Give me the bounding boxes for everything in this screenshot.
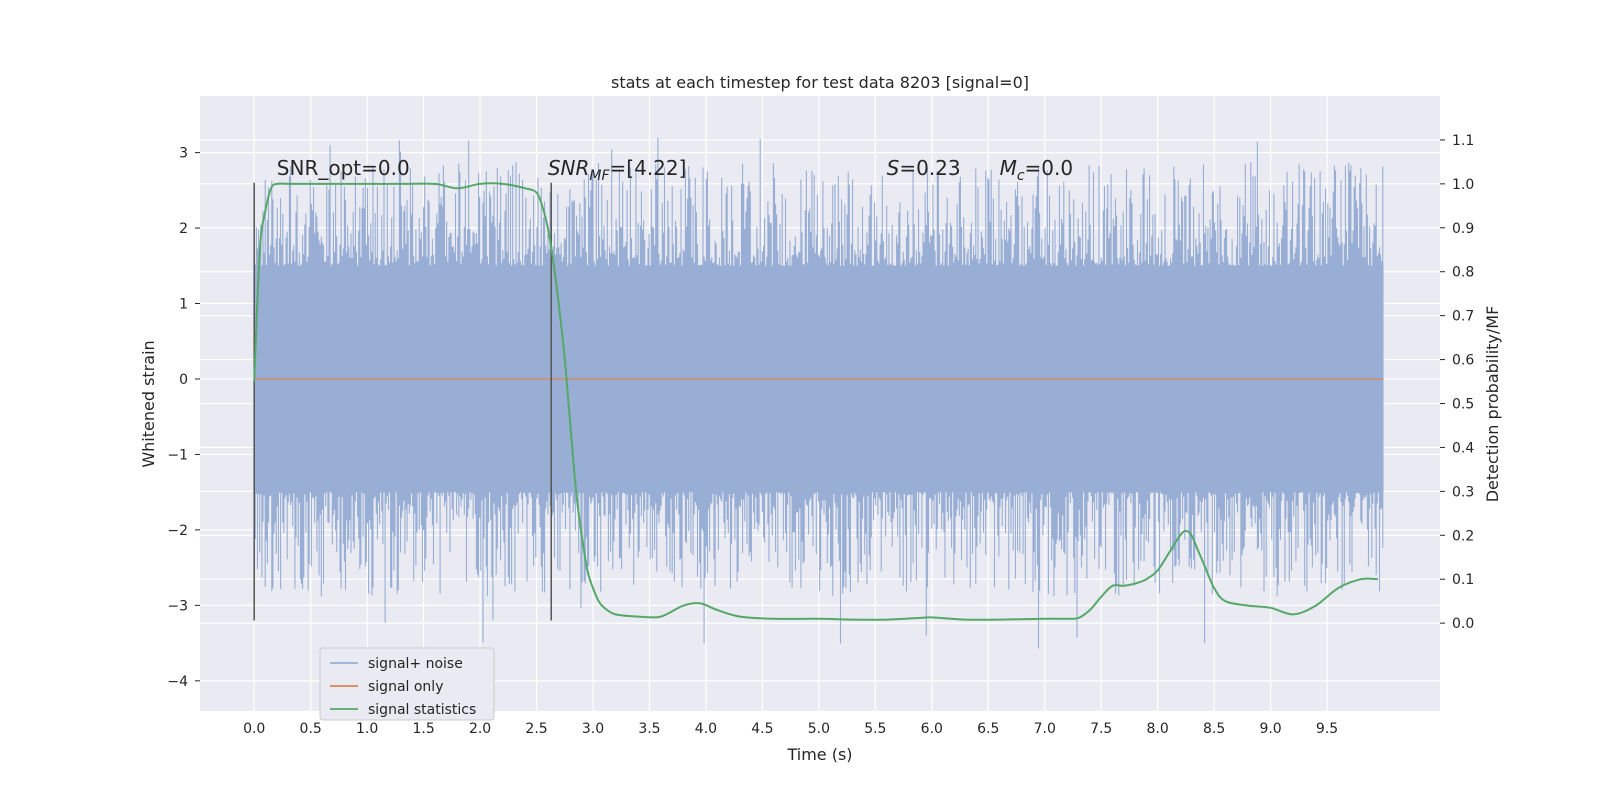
y2-tick-label: 0.5 xyxy=(1452,397,1474,413)
y2-tick-label: 0.6 xyxy=(1452,353,1474,369)
y2-tick-label: 0.8 xyxy=(1452,265,1474,281)
y2-tick-label: 0.7 xyxy=(1452,309,1474,325)
x-tick-label: 4.0 xyxy=(695,721,717,737)
y2-axis-label: Detection probability/MF xyxy=(1483,306,1502,503)
x-tick-label: 6.0 xyxy=(921,721,943,737)
statistics-layer xyxy=(253,182,1378,621)
y-tick-label: 1 xyxy=(179,297,188,313)
annotation-1: SNRMF=[4.22] xyxy=(548,156,687,184)
y2-tick-label: 0.2 xyxy=(1452,528,1474,544)
legend-label-signal: signal only xyxy=(368,679,443,695)
x-tick-label: 2.5 xyxy=(525,721,547,737)
x-tick-label: 0.0 xyxy=(243,721,265,737)
y2-tick-label: 0.1 xyxy=(1452,572,1474,588)
y2-tick-label: 0.3 xyxy=(1452,484,1474,500)
x-tick-label: 4.5 xyxy=(751,721,773,737)
y-tick-label: −1 xyxy=(167,447,188,463)
y-tick-label: −3 xyxy=(167,598,188,614)
y2-tick-label: 0.4 xyxy=(1452,440,1474,456)
legend-label-noise: signal+ noise xyxy=(368,656,463,672)
x-tick-label: 6.5 xyxy=(977,721,999,737)
y-tick-label: 2 xyxy=(179,221,188,237)
x-tick-label: 7.0 xyxy=(1034,721,1056,737)
x-tick-label: 3.5 xyxy=(638,721,660,737)
x-tick-label: 3.0 xyxy=(582,721,604,737)
y2-tick-label: 0.9 xyxy=(1452,221,1474,237)
y-tick-label: −4 xyxy=(167,674,188,690)
x-tick-label: 8.5 xyxy=(1203,721,1225,737)
x-tick-label: 8.0 xyxy=(1147,721,1169,737)
y2-tick-label: 1.1 xyxy=(1452,133,1474,149)
x-tick-label: 2.0 xyxy=(469,721,491,737)
x-tick-label: 7.5 xyxy=(1090,721,1112,737)
statistics-line xyxy=(253,182,1378,621)
legend-label-statistics: signal statistics xyxy=(368,702,476,718)
tick-layer: 0.0 0.5 1.0 1.5 2.0 2.5 3.0 3.5 4.0 4.5 5.0 5.5 6.0 6… xyxy=(167,133,1474,737)
legend: signal+ noise signal only signal statist… xyxy=(319,647,495,721)
annotation-3: Mc=0.0 xyxy=(1000,156,1074,184)
y2-tick-label: 0.0 xyxy=(1452,616,1474,632)
marker-layer xyxy=(253,182,552,621)
x-tick-label: 5.5 xyxy=(864,721,886,737)
y-tick-label: 3 xyxy=(179,146,188,162)
chart-title: stats at each timestep for test data 820… xyxy=(611,73,1029,92)
x-tick-label: 9.5 xyxy=(1316,721,1338,737)
x-tick-label: 9.0 xyxy=(1259,721,1281,737)
annotation-2: S=0.23 xyxy=(887,156,961,180)
annotation-layer: SNR_opt=0.0 SNRMF=[4.22] S=0.23 Mc=0.0 xyxy=(277,156,1073,184)
y-tick-label: 0 xyxy=(179,372,188,388)
x-tick-label: 1.0 xyxy=(356,721,378,737)
x-tick-label: 0.5 xyxy=(300,721,322,737)
y-axis-label: Whitened strain xyxy=(139,340,158,467)
annotation-0: SNR_opt=0.0 xyxy=(277,156,410,180)
x-tick-label: 5.0 xyxy=(808,721,830,737)
x-tick-label: 1.5 xyxy=(412,721,434,737)
y2-tick-label: 1.0 xyxy=(1452,177,1474,193)
y-tick-label: −2 xyxy=(167,523,188,539)
legend-box xyxy=(319,647,495,721)
x-axis-label: Time (s) xyxy=(786,745,852,764)
